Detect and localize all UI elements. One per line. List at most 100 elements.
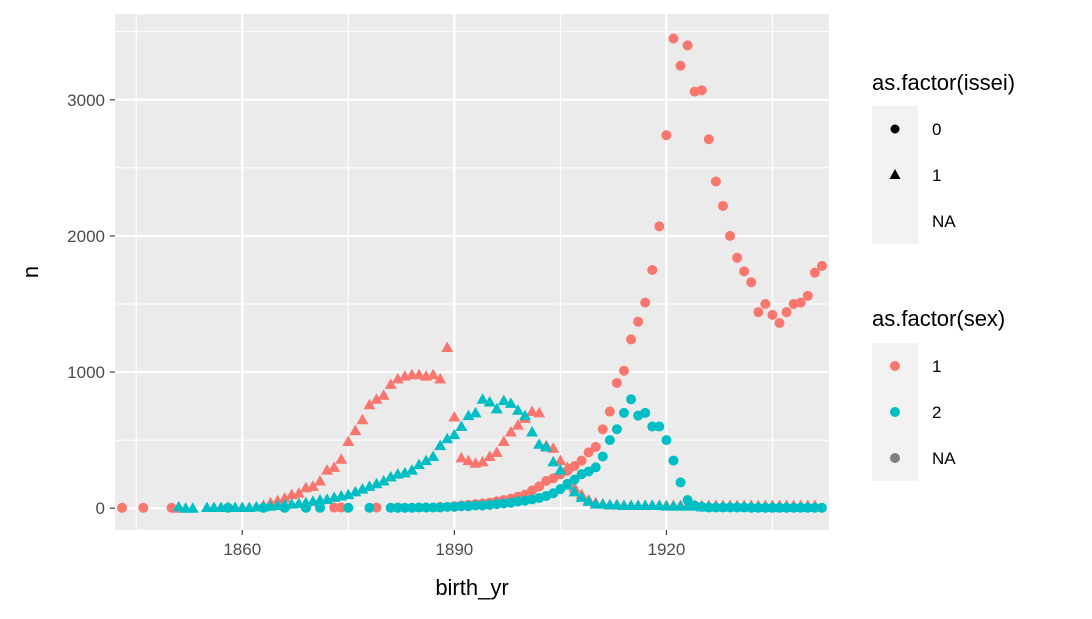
point-triangle-sex-2 [356, 483, 369, 494]
point-triangle-sex-2 [476, 393, 489, 404]
point-triangle-sex-2 [582, 495, 595, 506]
point-triangle-sex-1 [314, 474, 327, 486]
y-tick-label: 3000 [67, 91, 105, 110]
point-triangle-sex-1 [335, 453, 348, 464]
point-triangle-sex-2 [561, 479, 574, 490]
point-circle-sex-1 [576, 455, 587, 466]
point-circle-sex-1 [583, 447, 594, 458]
point-circle-sex-2 [668, 455, 679, 466]
point-circle-sex-1 [802, 290, 813, 301]
point-triangle-sex-1 [561, 461, 574, 472]
point-circle-sex-1 [732, 252, 743, 263]
point-circle-sex-1 [795, 297, 806, 308]
point-triangle-sex-2 [490, 402, 503, 414]
legend-shape-label-0: 0 [932, 120, 941, 139]
legend-shape-label-1: 1 [932, 166, 941, 185]
point-triangle-sex-1 [554, 454, 567, 466]
point-circle-sex-1 [675, 60, 686, 71]
point-circle-sex-2 [816, 502, 827, 513]
point-circle-sex-2 [442, 501, 453, 512]
point-circle-sex-1 [703, 134, 714, 145]
point-circle-sex-1 [618, 365, 629, 376]
legend-color-label-1: 2 [932, 403, 941, 422]
point-triangle-sex-1 [391, 372, 404, 384]
point-circle-sex-1 [329, 502, 340, 513]
point-circle-sex-1 [760, 298, 771, 309]
point-triangle-sex-2 [462, 409, 475, 421]
point-triangle-sex-1 [497, 435, 510, 447]
point-circle-sex-1 [117, 502, 128, 513]
legend-color-marker-na [890, 453, 900, 463]
point-circle-sex-2 [456, 501, 467, 512]
point-circle-sex-1 [682, 40, 693, 51]
point-triangle-sex-2 [547, 455, 560, 467]
point-triangle-sex-2 [540, 440, 553, 452]
point-triangle-sex-1 [384, 378, 397, 389]
point-triangle-sex-2 [186, 502, 199, 513]
point-circle-sex-1 [809, 267, 820, 278]
point-circle-sex-2 [618, 407, 629, 418]
point-triangle-sex-1 [278, 492, 291, 503]
point-circle-sex-1 [569, 461, 580, 472]
point-circle-sex-1 [534, 481, 545, 492]
point-triangle-sex-2 [384, 470, 397, 482]
legend-color: as.factor(sex) 1 2 NA [872, 306, 1005, 481]
point-circle-sex-2 [675, 477, 686, 488]
point-triangle-sex-2 [455, 420, 468, 432]
point-circle-sex-2 [555, 484, 566, 495]
data-points [117, 33, 827, 513]
x-tick-label: 1860 [223, 540, 261, 559]
legend-color-marker-1 [890, 361, 900, 371]
point-circle-sex-2 [611, 424, 622, 435]
point-triangle-sex-1 [504, 425, 517, 437]
point-circle-sex-2 [569, 474, 580, 485]
x-axis-title: birth_yr [435, 575, 508, 600]
point-triangle-sex-1 [328, 461, 341, 472]
legend-shape-label-2: NA [932, 212, 956, 231]
x-axis-ticks: 1860 1890 1920 [223, 530, 685, 559]
point-triangle-sex-2 [427, 450, 440, 461]
point-circle-sex-1 [633, 316, 644, 327]
point-triangle-sex-2 [554, 464, 567, 475]
legend-triangle-marker [889, 169, 901, 179]
y-tick-label: 2000 [67, 227, 105, 246]
point-circle-sex-1 [710, 176, 721, 187]
point-triangle-sex-2 [801, 501, 814, 513]
point-circle-sex-2 [392, 502, 403, 513]
point-triangle-sex-2 [504, 397, 517, 408]
point-circle-sex-1 [774, 318, 785, 329]
legend-shape: as.factor(issei) 0 1 NA [872, 70, 1015, 244]
point-triangle-sex-2 [370, 477, 383, 489]
point-circle-sex-1 [725, 230, 736, 241]
point-circle-sex-2 [413, 502, 424, 513]
point-triangle-sex-2 [469, 406, 482, 418]
point-triangle-sex-1 [511, 419, 524, 430]
plot-panel [115, 14, 829, 530]
point-circle-sex-1 [647, 264, 658, 275]
point-triangle-sex-1 [441, 341, 454, 353]
point-circle-sex-2 [590, 462, 601, 473]
point-circle-sex-2 [604, 435, 615, 446]
point-triangle-sex-1 [434, 372, 447, 384]
point-triangle-sex-2 [349, 485, 362, 497]
point-triangle-sex-1 [462, 454, 475, 466]
point-circle-sex-1 [661, 130, 672, 141]
point-circle-sex-2 [364, 502, 375, 513]
point-triangle-sex-1 [356, 413, 369, 425]
point-circle-sex-1 [590, 441, 601, 452]
legend-color-label-2: NA [932, 449, 956, 468]
point-triangle-sex-2 [533, 438, 546, 449]
point-triangle-sex-1 [412, 368, 425, 380]
legend-color-marker-2 [890, 407, 900, 417]
point-triangle-sex-1 [533, 406, 546, 418]
point-circle-sex-2 [399, 502, 410, 513]
point-triangle-sex-1 [363, 398, 376, 410]
point-circle-sex-2 [597, 451, 608, 462]
point-circle-sex-1 [668, 33, 679, 44]
point-circle-sex-1 [336, 502, 347, 513]
point-circle-sex-1 [604, 406, 615, 417]
point-triangle-sex-2 [172, 500, 185, 512]
y-axis-ticks: 0 1000 2000 3000 [67, 91, 115, 518]
x-tick-label: 1920 [647, 540, 685, 559]
